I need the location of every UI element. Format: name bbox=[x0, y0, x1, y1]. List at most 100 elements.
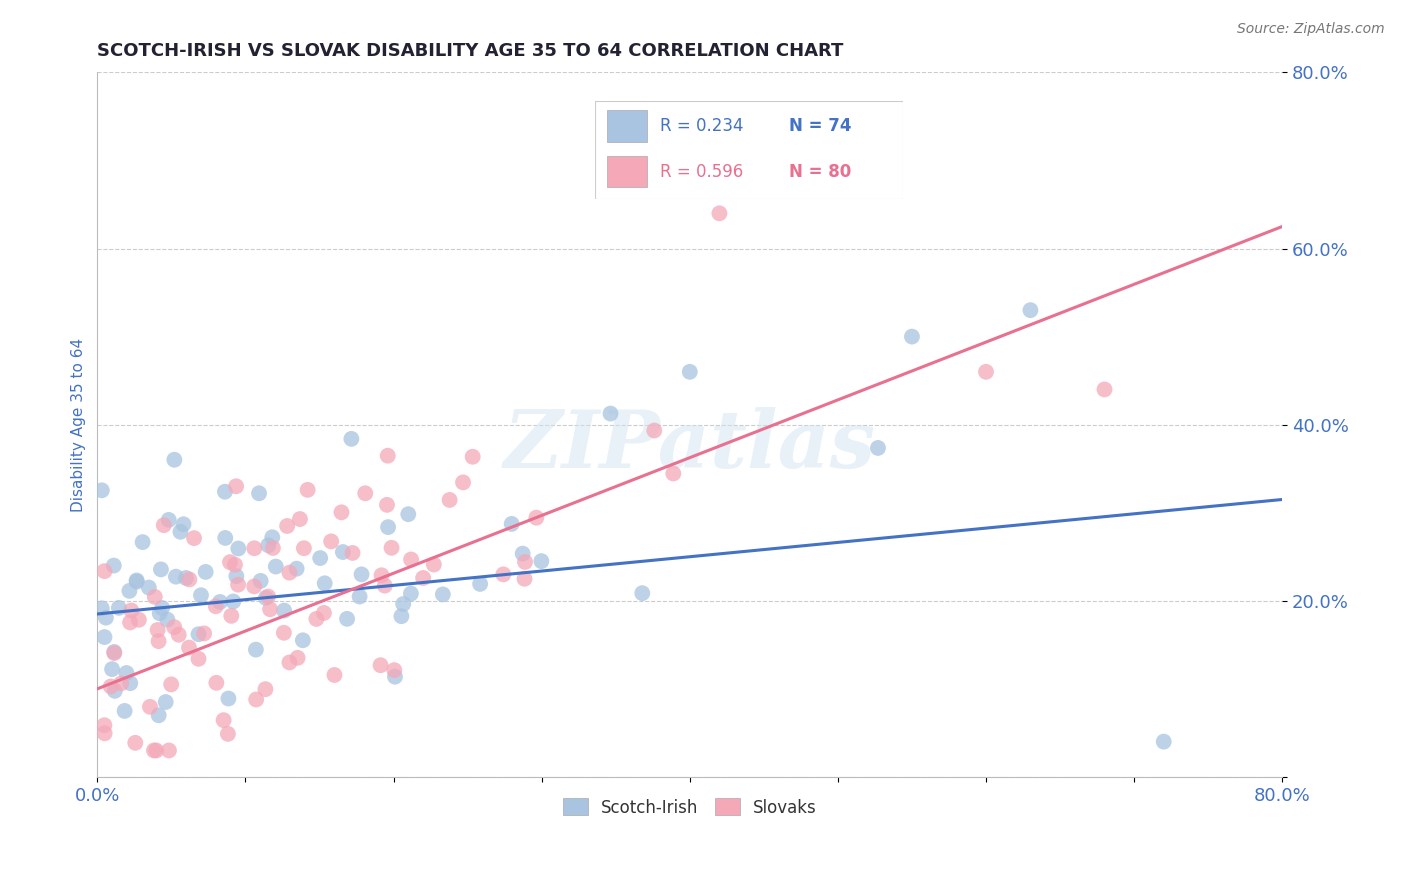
Point bbox=[120, 615, 142, 630]
Point bbox=[399, 552, 422, 566]
Point bbox=[163, 620, 186, 634]
Point bbox=[432, 587, 454, 601]
Point bbox=[214, 531, 236, 545]
Point bbox=[100, 680, 122, 694]
Point bbox=[330, 505, 353, 519]
Point bbox=[90, 601, 112, 615]
Point bbox=[297, 483, 319, 497]
Point bbox=[377, 449, 399, 463]
Point bbox=[262, 541, 284, 555]
Point bbox=[599, 407, 621, 421]
Point bbox=[155, 695, 177, 709]
Point bbox=[157, 513, 180, 527]
Point bbox=[190, 588, 212, 602]
Point bbox=[204, 599, 226, 614]
Point bbox=[264, 559, 287, 574]
Point bbox=[212, 713, 235, 727]
Text: Source: ZipAtlas.com: Source: ZipAtlas.com bbox=[1237, 22, 1385, 37]
Point bbox=[173, 517, 195, 532]
Point bbox=[128, 613, 150, 627]
Point bbox=[340, 432, 363, 446]
Point bbox=[273, 604, 295, 618]
Point bbox=[217, 727, 239, 741]
Point bbox=[243, 541, 266, 556]
Point bbox=[157, 743, 180, 757]
Point bbox=[150, 601, 173, 615]
Point bbox=[187, 627, 209, 641]
Point bbox=[148, 634, 170, 648]
Point bbox=[412, 571, 434, 585]
Point bbox=[662, 467, 685, 481]
Point bbox=[167, 628, 190, 642]
Point bbox=[291, 633, 314, 648]
Point bbox=[103, 645, 125, 659]
Point bbox=[101, 662, 124, 676]
Point bbox=[501, 516, 523, 531]
Point bbox=[259, 602, 281, 616]
Point bbox=[974, 365, 997, 379]
Point bbox=[124, 736, 146, 750]
Point bbox=[221, 608, 243, 623]
Point bbox=[225, 569, 247, 583]
Point bbox=[513, 572, 536, 586]
Point bbox=[156, 613, 179, 627]
Point bbox=[901, 329, 924, 343]
Point bbox=[247, 486, 270, 500]
Point bbox=[273, 625, 295, 640]
Point bbox=[321, 534, 343, 549]
Point bbox=[163, 452, 186, 467]
Point bbox=[174, 571, 197, 585]
Point bbox=[278, 566, 301, 580]
Text: SCOTCH-IRISH VS SLOVAK DISABILITY AGE 35 TO 64 CORRELATION CHART: SCOTCH-IRISH VS SLOVAK DISABILITY AGE 35… bbox=[97, 42, 844, 60]
Point bbox=[145, 743, 167, 757]
Point bbox=[226, 577, 249, 591]
Point bbox=[243, 579, 266, 593]
Point bbox=[354, 486, 377, 500]
Point bbox=[1019, 303, 1042, 318]
Point bbox=[332, 545, 354, 559]
Point bbox=[866, 441, 889, 455]
Point bbox=[245, 642, 267, 657]
Point bbox=[439, 492, 461, 507]
Point bbox=[374, 579, 396, 593]
Point bbox=[94, 610, 117, 624]
Point bbox=[194, 565, 217, 579]
Point bbox=[143, 743, 166, 757]
Point bbox=[292, 541, 315, 556]
Point bbox=[131, 535, 153, 549]
Point bbox=[205, 675, 228, 690]
Point bbox=[461, 450, 484, 464]
Point bbox=[524, 510, 547, 524]
Point bbox=[224, 558, 246, 572]
Point bbox=[187, 652, 209, 666]
Point bbox=[120, 676, 142, 690]
Point bbox=[110, 676, 132, 690]
Point bbox=[513, 555, 536, 569]
Point bbox=[146, 623, 169, 637]
Point bbox=[349, 590, 371, 604]
Point bbox=[228, 541, 250, 556]
Point bbox=[312, 606, 335, 620]
Point bbox=[149, 562, 172, 576]
Point bbox=[93, 564, 115, 578]
Point bbox=[370, 658, 392, 673]
Point bbox=[169, 524, 191, 539]
Point bbox=[309, 551, 332, 566]
Point bbox=[468, 577, 491, 591]
Point bbox=[183, 531, 205, 545]
Point bbox=[451, 475, 474, 490]
Point bbox=[391, 609, 413, 624]
Point bbox=[177, 640, 200, 655]
Point bbox=[103, 558, 125, 573]
Point bbox=[254, 682, 277, 697]
Point bbox=[103, 646, 125, 660]
Point bbox=[370, 568, 392, 582]
Point bbox=[1094, 383, 1116, 397]
Point bbox=[492, 567, 515, 582]
Point bbox=[222, 594, 245, 608]
Point bbox=[120, 603, 142, 617]
Point bbox=[115, 665, 138, 680]
Point bbox=[384, 670, 406, 684]
Point bbox=[314, 576, 336, 591]
Point bbox=[214, 484, 236, 499]
